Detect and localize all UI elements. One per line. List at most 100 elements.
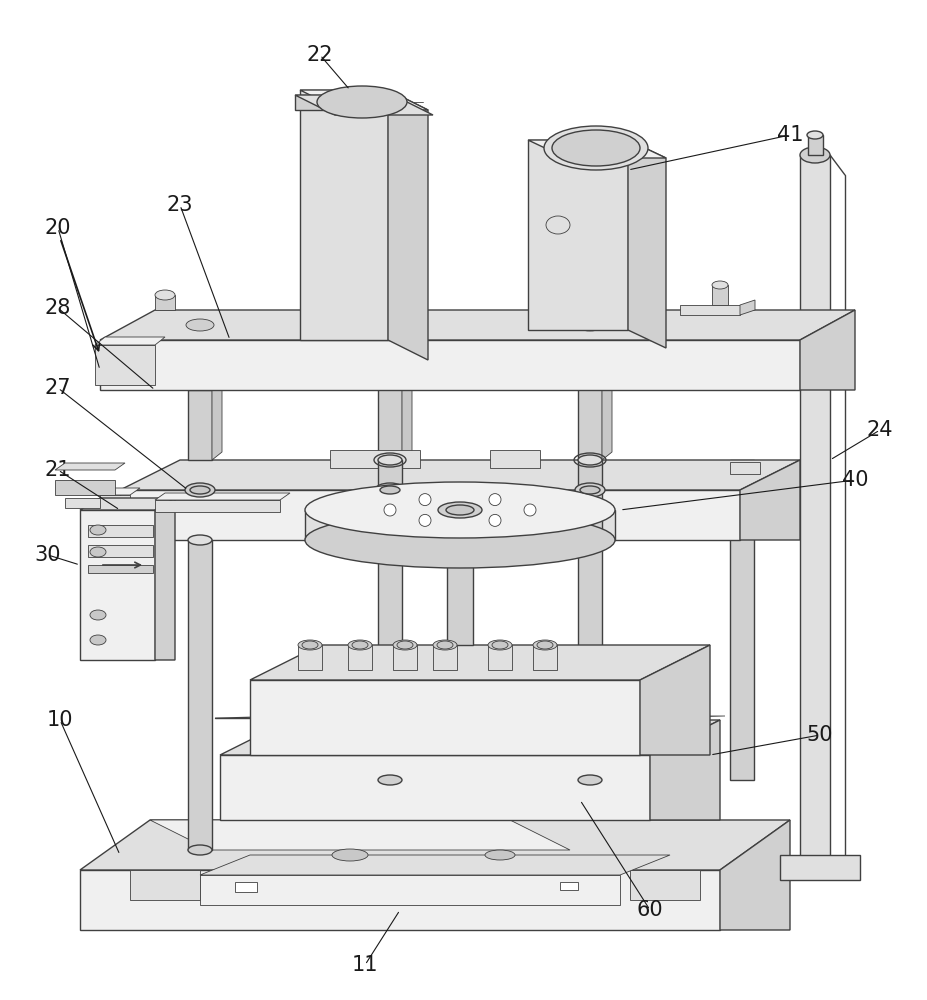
Polygon shape <box>188 540 212 850</box>
Ellipse shape <box>186 319 214 331</box>
Text: 28: 28 <box>44 298 71 318</box>
Polygon shape <box>212 382 222 460</box>
Ellipse shape <box>90 635 106 645</box>
Ellipse shape <box>712 281 728 289</box>
Ellipse shape <box>580 486 600 494</box>
Ellipse shape <box>305 482 615 538</box>
Ellipse shape <box>332 849 368 861</box>
Polygon shape <box>378 540 402 780</box>
Ellipse shape <box>298 640 322 650</box>
Polygon shape <box>393 645 417 670</box>
Ellipse shape <box>348 640 372 650</box>
Bar <box>235 882 257 892</box>
Polygon shape <box>220 720 720 755</box>
Polygon shape <box>130 870 200 900</box>
Polygon shape <box>155 295 175 310</box>
Text: 27: 27 <box>44 378 71 398</box>
Polygon shape <box>447 530 473 645</box>
Ellipse shape <box>90 525 106 535</box>
Ellipse shape <box>188 535 212 545</box>
Polygon shape <box>200 855 670 875</box>
Polygon shape <box>488 645 512 670</box>
Ellipse shape <box>800 147 830 163</box>
Ellipse shape <box>155 290 175 300</box>
Polygon shape <box>712 285 728 305</box>
Polygon shape <box>100 310 855 340</box>
Ellipse shape <box>433 640 457 650</box>
Bar <box>88 545 153 557</box>
Ellipse shape <box>485 850 515 860</box>
Ellipse shape <box>90 547 106 557</box>
Ellipse shape <box>305 512 615 568</box>
Polygon shape <box>200 875 620 905</box>
Ellipse shape <box>378 455 402 465</box>
Text: 30: 30 <box>34 545 61 565</box>
Ellipse shape <box>492 641 508 649</box>
Circle shape <box>489 494 501 506</box>
Polygon shape <box>800 310 855 390</box>
Ellipse shape <box>188 845 212 855</box>
Circle shape <box>419 514 431 526</box>
Polygon shape <box>95 337 165 345</box>
Ellipse shape <box>397 641 413 649</box>
Polygon shape <box>630 870 700 900</box>
Ellipse shape <box>378 775 402 785</box>
Ellipse shape <box>185 483 215 497</box>
Text: 23: 23 <box>167 195 193 215</box>
Polygon shape <box>215 716 725 718</box>
Bar <box>330 450 420 468</box>
Text: 41: 41 <box>777 125 804 145</box>
Polygon shape <box>680 305 740 315</box>
Polygon shape <box>740 460 800 540</box>
Circle shape <box>524 504 536 516</box>
Ellipse shape <box>302 641 318 649</box>
Polygon shape <box>220 755 650 820</box>
Ellipse shape <box>446 505 474 515</box>
Ellipse shape <box>544 126 648 170</box>
Polygon shape <box>100 488 140 495</box>
Ellipse shape <box>90 610 106 620</box>
Polygon shape <box>808 135 823 155</box>
Bar <box>88 525 153 537</box>
Text: 22: 22 <box>307 45 333 65</box>
Ellipse shape <box>576 319 604 331</box>
Polygon shape <box>800 155 830 870</box>
Polygon shape <box>65 483 110 490</box>
Polygon shape <box>578 460 602 540</box>
Polygon shape <box>578 325 602 460</box>
Text: 50: 50 <box>806 725 833 745</box>
Ellipse shape <box>380 486 400 494</box>
Polygon shape <box>640 645 710 755</box>
Polygon shape <box>300 90 428 110</box>
Text: 24: 24 <box>867 420 894 440</box>
Polygon shape <box>295 95 433 115</box>
Polygon shape <box>298 645 322 670</box>
Polygon shape <box>720 820 790 930</box>
Polygon shape <box>250 680 640 755</box>
Polygon shape <box>780 855 860 880</box>
Ellipse shape <box>352 641 368 649</box>
Polygon shape <box>578 540 602 780</box>
Polygon shape <box>433 645 457 670</box>
Polygon shape <box>155 498 175 660</box>
Ellipse shape <box>438 502 482 518</box>
Polygon shape <box>378 460 402 540</box>
Polygon shape <box>305 510 615 540</box>
Polygon shape <box>300 90 388 340</box>
Polygon shape <box>188 390 212 460</box>
Ellipse shape <box>375 483 405 497</box>
Polygon shape <box>100 340 800 390</box>
Polygon shape <box>80 820 790 870</box>
Ellipse shape <box>575 483 605 497</box>
Text: 10: 10 <box>46 710 73 730</box>
Circle shape <box>489 514 501 526</box>
Bar <box>490 450 540 468</box>
Text: 21: 21 <box>44 460 71 480</box>
Ellipse shape <box>537 641 553 649</box>
Polygon shape <box>155 500 280 512</box>
Ellipse shape <box>376 324 404 336</box>
Ellipse shape <box>578 455 602 465</box>
Ellipse shape <box>488 640 512 650</box>
Ellipse shape <box>807 131 823 139</box>
Polygon shape <box>100 495 130 535</box>
